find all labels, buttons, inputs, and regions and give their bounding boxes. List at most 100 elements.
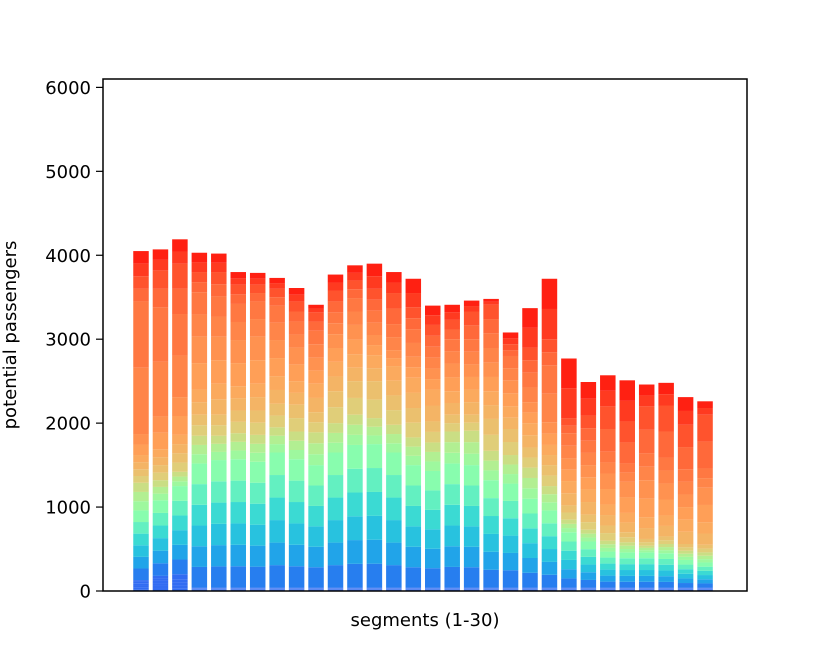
bar-stack-part — [463, 588, 480, 589]
bar-stack-part — [463, 414, 480, 423]
bar-stack-part — [191, 252, 208, 263]
bar-stack-part — [288, 431, 305, 441]
bar-stack-part — [230, 523, 246, 545]
bar-stack-part — [697, 562, 713, 567]
bar-stack-part — [249, 545, 266, 567]
bar-stack-part — [638, 498, 655, 518]
bar-stack-part — [366, 515, 383, 540]
bar-stack-part — [697, 468, 713, 479]
bar-stack-part — [386, 395, 402, 411]
bar-stack-part — [658, 525, 674, 537]
bar-stack-part — [483, 587, 499, 589]
bar-stack-part — [677, 559, 694, 565]
bar-stack-part — [580, 428, 597, 441]
bar-stack-part — [308, 588, 324, 590]
bar-stack-part — [425, 379, 441, 390]
bar-stack-part — [386, 565, 402, 588]
bar-stack-part — [133, 476, 149, 483]
bar-stack-part — [249, 443, 266, 453]
bar-stack-part — [463, 306, 480, 312]
bar-stack-part — [522, 528, 538, 544]
bar-stack-part — [444, 304, 460, 313]
bar-stack-part — [152, 259, 169, 271]
bar-stack-part — [502, 344, 519, 351]
bar-stack-part — [425, 389, 441, 406]
bar-stack-part — [677, 556, 694, 560]
bar-stack-part — [502, 417, 519, 430]
bar-stack-part — [152, 361, 169, 417]
bar-stack-part — [483, 319, 499, 334]
bar-segment-9 — [288, 288, 305, 591]
bar-stack-part — [580, 440, 597, 453]
bar-stack-part — [502, 393, 519, 407]
bar-stack-part — [638, 589, 655, 591]
bar-stack-part — [366, 399, 383, 419]
bar-stack-part — [249, 360, 266, 384]
bar-stack-part — [211, 588, 227, 590]
bar-stack-part — [425, 568, 441, 588]
bar-stack-part — [619, 472, 635, 482]
bar-stack-part — [230, 433, 246, 442]
bar-stack-part — [288, 589, 305, 590]
bar-stack-part — [697, 566, 713, 571]
bar-stack-part — [483, 333, 499, 349]
bar-stack-part — [269, 444, 285, 453]
bar-stack-part — [561, 578, 577, 588]
bar-stack-part — [522, 447, 538, 458]
x-axis-label: segments (1-30) — [351, 610, 500, 631]
bar-stack-part — [152, 575, 169, 579]
bar-stack-part — [133, 510, 149, 523]
bar-segment-23 — [561, 358, 577, 591]
bar-stack-part — [580, 522, 597, 530]
bar-stack-part — [308, 308, 324, 313]
bar-stack-part — [269, 587, 285, 589]
bar-stack-part — [308, 589, 324, 590]
bar-segment-25 — [600, 375, 616, 591]
bar-stack-part — [638, 547, 655, 551]
bar-stack-part — [172, 500, 188, 516]
bar-stack-part — [600, 390, 616, 407]
bar-stack-part — [677, 531, 694, 544]
bar-stack-part — [483, 589, 499, 591]
bar-stack-part — [502, 350, 519, 356]
bar-stack-part — [619, 400, 635, 422]
bar-stack-part — [697, 414, 713, 442]
bar-stack-part — [444, 546, 460, 567]
bar-stack-part — [425, 529, 441, 549]
bar-stack-part — [463, 376, 480, 390]
bar-stack-part — [444, 339, 460, 352]
bar-stack-part — [249, 319, 266, 337]
bar-stack-part — [172, 471, 188, 477]
bar-stack-part — [444, 452, 460, 464]
bar-stack-part — [483, 298, 499, 302]
bar-stack-part — [405, 318, 422, 330]
bar-stack-part — [697, 583, 713, 588]
bar-stack-part — [172, 582, 188, 586]
bar-stack-part — [269, 588, 285, 590]
bar-stack-part — [541, 475, 558, 487]
bar-stack-part — [444, 319, 460, 330]
bar-segment-22 — [541, 278, 558, 591]
bar-stack-part — [600, 533, 616, 541]
bar-stack-part — [697, 544, 713, 549]
bar-segment-3 — [172, 239, 188, 591]
bar-stack-part — [269, 427, 285, 436]
bar-stack-part — [561, 588, 577, 590]
bar-stack-part — [697, 579, 713, 584]
bar-stack-part — [522, 372, 538, 388]
bar-stack-part — [347, 492, 363, 517]
bar-segment-29 — [677, 397, 694, 591]
bar-stack-part — [133, 276, 149, 289]
bar-stack-part — [211, 253, 227, 263]
bar-stack-part — [561, 519, 577, 524]
bar-stack-part — [502, 474, 519, 484]
bar-stack-part — [522, 589, 538, 591]
bar-stack-part — [288, 449, 305, 460]
bar-stack-part — [600, 557, 616, 564]
bar-stack-part — [152, 585, 169, 589]
bar-stack-part — [638, 528, 655, 539]
bar-stack-part — [366, 426, 383, 436]
bar-stack-part — [386, 588, 402, 590]
bar-stack-part — [211, 443, 227, 452]
bar-stack-part — [211, 587, 227, 589]
